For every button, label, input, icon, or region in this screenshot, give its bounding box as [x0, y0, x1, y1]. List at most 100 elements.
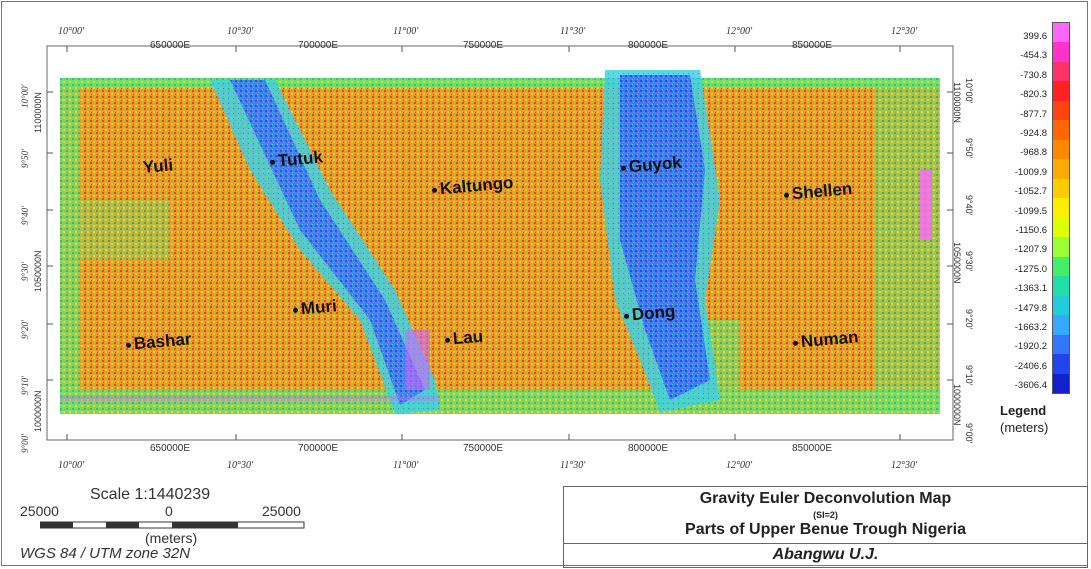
right-geo-tick: 9°50' — [964, 138, 974, 159]
right-utm-tick: 1050000N — [952, 242, 962, 284]
legend-swatch — [1053, 237, 1069, 258]
legend-swatch — [1053, 295, 1069, 316]
projection-label: WGS 84 / UTM zone 32N — [20, 545, 191, 562]
top-geo-tick: 11°30' — [560, 26, 586, 37]
map-title: Gravity Euler Deconvolution Map — [699, 490, 952, 507]
scale-bar — [40, 521, 305, 529]
legend-value: -1052.7 — [1014, 186, 1047, 198]
legend-value: -1099.5 — [1014, 205, 1047, 217]
legend-swatch — [1053, 23, 1069, 43]
scale-mid-value: 0 — [165, 503, 173, 519]
legend-values: 399.6 -454.3 -730.8 -820.3 -877.7 -924.8 -968.… — [995, 22, 1047, 391]
right-geo-tick: 9°00' — [964, 423, 974, 444]
scale-units: (meters) — [145, 530, 198, 546]
top-utm-tick: 750000E — [463, 40, 504, 51]
legend-swatch — [1053, 159, 1069, 180]
scale-right-value: 25000 — [262, 503, 301, 519]
top-geo-tick: 12°30' — [891, 26, 918, 37]
left-geo-tick: 10°00' — [20, 84, 30, 108]
legend: 399.6 -454.3 -730.8 -820.3 -877.7 -924.8 -968.… — [995, 22, 1085, 422]
top-utm-tick: 850000E — [792, 40, 833, 51]
town-marker-icon — [431, 187, 438, 194]
town-marker-icon — [792, 340, 799, 347]
right-geo-tick: 9°10' — [964, 365, 974, 386]
title-block — [563, 486, 1088, 568]
legend-swatch — [1053, 100, 1069, 121]
bottom-geo-tick: 11°00' — [393, 460, 419, 471]
legend-value: -1663.2 — [1014, 322, 1047, 333]
legend-title: Legend — [1000, 403, 1047, 418]
legend-value: 399.6 — [1023, 31, 1047, 42]
left-geo-tick: 9°40' — [20, 205, 30, 225]
left-geo-tick: 9°20' — [20, 319, 30, 339]
legend-swatch — [1053, 139, 1069, 160]
legend-value: -3606.4 — [1014, 380, 1047, 392]
bottom-utm-tick: 800000E — [628, 443, 669, 454]
town-marker-icon — [444, 337, 451, 344]
town-marker-icon — [269, 159, 276, 166]
left-geo-tick: 9°30' — [20, 261, 30, 281]
legend-swatch — [1053, 354, 1069, 375]
map-author: Abangwu U.J. — [772, 546, 879, 563]
right-geo-tick: 9°20' — [964, 309, 974, 330]
left-utm-tick: 1100000N — [33, 92, 43, 133]
town-marker-icon — [783, 192, 790, 199]
bottom-geo-tick: 11°30' — [560, 460, 586, 471]
top-geo-tick: 11°00' — [393, 26, 419, 37]
bottom-geo-tick: 10°00' — [58, 460, 85, 471]
town-marker-icon — [620, 165, 627, 172]
left-geo-tick: 9°00' — [20, 433, 30, 453]
legend-value: -820.3 — [1020, 89, 1047, 101]
legend-value: -2406.6 — [1014, 360, 1047, 372]
right-utm-tick: 1100000N — [952, 82, 962, 123]
bottom-geo-tick: 12°30' — [891, 460, 918, 471]
top-utm-tick: 650000E — [150, 40, 191, 51]
legend-swatch — [1053, 373, 1069, 394]
legend-swatch — [1053, 120, 1069, 141]
legend-swatch — [1053, 256, 1069, 277]
legend-value: -730.8 — [1020, 69, 1047, 81]
bottom-utm-tick: 700000E — [298, 443, 339, 454]
town-label-muri: Muri — [292, 296, 338, 320]
legend-swatch — [1053, 178, 1069, 199]
bottom-utm-tick: 750000E — [463, 443, 504, 454]
top-utm-tick: 800000E — [628, 40, 669, 51]
bottom-geo-tick: 10°30' — [227, 460, 254, 471]
left-utm-tick: 1000000N — [33, 390, 43, 432]
scale-label: Scale 1:1440239 — [90, 486, 211, 503]
town-marker-icon — [292, 307, 299, 314]
legend-value: -1275.0 — [1014, 263, 1047, 275]
legend-value: -1920.2 — [1014, 341, 1047, 353]
bottom-utm-tick: 850000E — [792, 443, 833, 454]
legend-value: -454.3 — [1020, 50, 1047, 62]
legend-units: (meters) — [1000, 420, 1049, 435]
right-geo-tick: 10°00' — [964, 78, 974, 104]
structural-index: (SI=2) — [813, 510, 838, 520]
legend-swatch — [1053, 315, 1069, 336]
legend-value: -924.8 — [1020, 128, 1047, 139]
legend-swatch — [1053, 198, 1069, 219]
bottom-geo-tick: 12°00' — [726, 460, 753, 471]
legend-value: -1009.9 — [1014, 166, 1047, 178]
legend-value: -968.8 — [1020, 147, 1047, 159]
legend-color-bar — [1052, 22, 1070, 394]
legend-value: -1207.9 — [1014, 244, 1047, 256]
left-geo-tick: 9°10' — [20, 375, 30, 395]
top-geo-tick: 10°30' — [227, 26, 254, 37]
left-utm-tick: 1050000N — [33, 250, 43, 292]
legend-value: -877.7 — [1020, 108, 1047, 120]
right-geo-tick: 9°40' — [964, 195, 974, 216]
town-label-yuli: Yuli — [142, 155, 174, 177]
legend-value: -1363.1 — [1014, 283, 1047, 295]
title-divider — [563, 543, 1088, 544]
top-geo-tick: 12°00' — [726, 26, 753, 37]
scale-left-value: 25000 — [20, 503, 59, 519]
town-label-lau: Lau — [444, 327, 484, 350]
legend-swatch — [1053, 276, 1069, 297]
legend-swatch — [1053, 81, 1069, 102]
legend-value: -1150.6 — [1015, 225, 1047, 236]
legend-swatch — [1053, 217, 1069, 238]
town-marker-icon — [623, 313, 630, 320]
